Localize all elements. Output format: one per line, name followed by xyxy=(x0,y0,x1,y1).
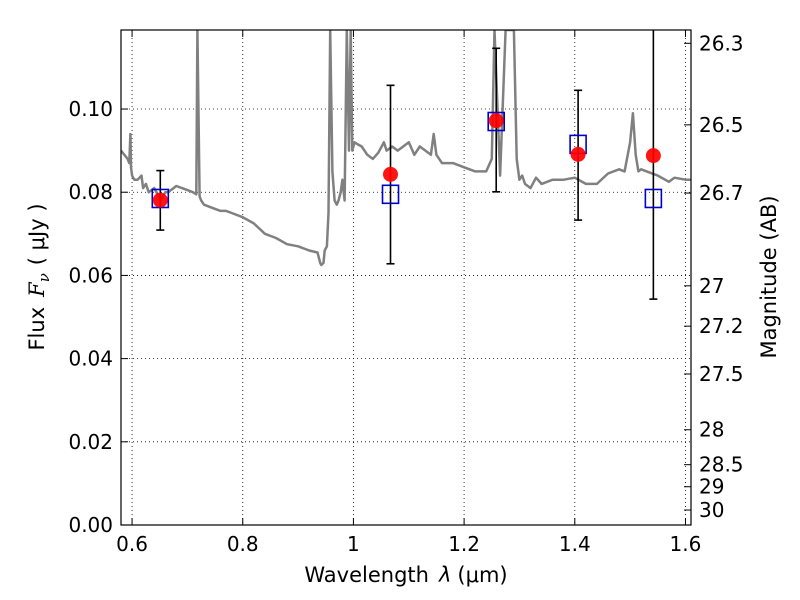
y-axis-label-unit: ( μJy ) xyxy=(25,203,49,265)
y2-axis-label: Magnitude (AB) xyxy=(757,195,781,358)
error-bar xyxy=(649,30,658,300)
y-tick-label: 0.10 xyxy=(68,97,113,121)
observed-circle-marker xyxy=(645,148,661,164)
spectrum-series xyxy=(121,30,691,267)
spectrum-line xyxy=(121,30,691,267)
axis-ticks xyxy=(121,30,691,526)
x-axis-label-symbol: λ xyxy=(438,563,451,587)
y2-tick-label: 28 xyxy=(699,418,724,442)
y2-tick-label: 28.5 xyxy=(699,453,744,477)
observed-circle-marker xyxy=(488,113,504,129)
plot-area-frame xyxy=(120,29,692,526)
x-tick-label: 1.4 xyxy=(559,532,591,556)
y-axis-label: Flux Fν ( μJy ) xyxy=(25,203,53,350)
x-tick-label: 1.6 xyxy=(670,532,702,556)
y-axis-label-subscript: ν xyxy=(35,273,53,282)
x-tick-label: 1 xyxy=(347,532,360,556)
y-axis-label-text: Flux xyxy=(25,307,49,351)
tick-labels: 0.6 0.8 1 1.2 1.4 1.6 0.00 0.02 0.04 0.06 0.08 0.10… xyxy=(68,31,743,556)
y2-tick-label: 26.5 xyxy=(699,113,744,137)
observed-photometry-series xyxy=(152,113,661,208)
y-tick-label: 0.08 xyxy=(68,180,113,204)
y2-tick-label: 27.2 xyxy=(699,314,744,338)
model-square-marker xyxy=(487,111,506,132)
x-tick-label: 0.6 xyxy=(116,532,148,556)
x-axis-label-unit: (μm) xyxy=(457,563,507,587)
observed-circle-marker xyxy=(383,166,399,182)
y2-tick-label: 29 xyxy=(699,475,724,499)
y-axis-label-symbol: F xyxy=(25,281,49,298)
y-tick-label: 0.00 xyxy=(68,513,113,537)
x-axis-label: Wavelength λ (μm) xyxy=(304,563,507,587)
error-bars xyxy=(156,30,658,300)
grid-lines xyxy=(121,30,691,526)
y-tick-label: 0.06 xyxy=(68,263,113,287)
y2-tick-label: 30 xyxy=(699,498,724,522)
x-tick-label: 0.8 xyxy=(227,532,259,556)
y2-tick-label: 27.5 xyxy=(699,362,744,386)
model-square-marker xyxy=(644,188,663,209)
y-tick-label: 0.02 xyxy=(68,430,113,454)
y-tick-label: 0.04 xyxy=(68,347,113,371)
y2-tick-label: 26.7 xyxy=(699,181,744,205)
model-square-marker xyxy=(381,184,400,205)
observed-circle-marker xyxy=(152,192,168,208)
x-axis-label-text: Wavelength xyxy=(304,563,429,587)
y2-tick-label: 26.3 xyxy=(699,31,744,55)
model-photometry-series xyxy=(151,111,663,209)
y2-tick-label: 27 xyxy=(699,274,724,298)
observed-circle-marker xyxy=(570,146,586,162)
x-tick-label: 1.2 xyxy=(448,532,480,556)
